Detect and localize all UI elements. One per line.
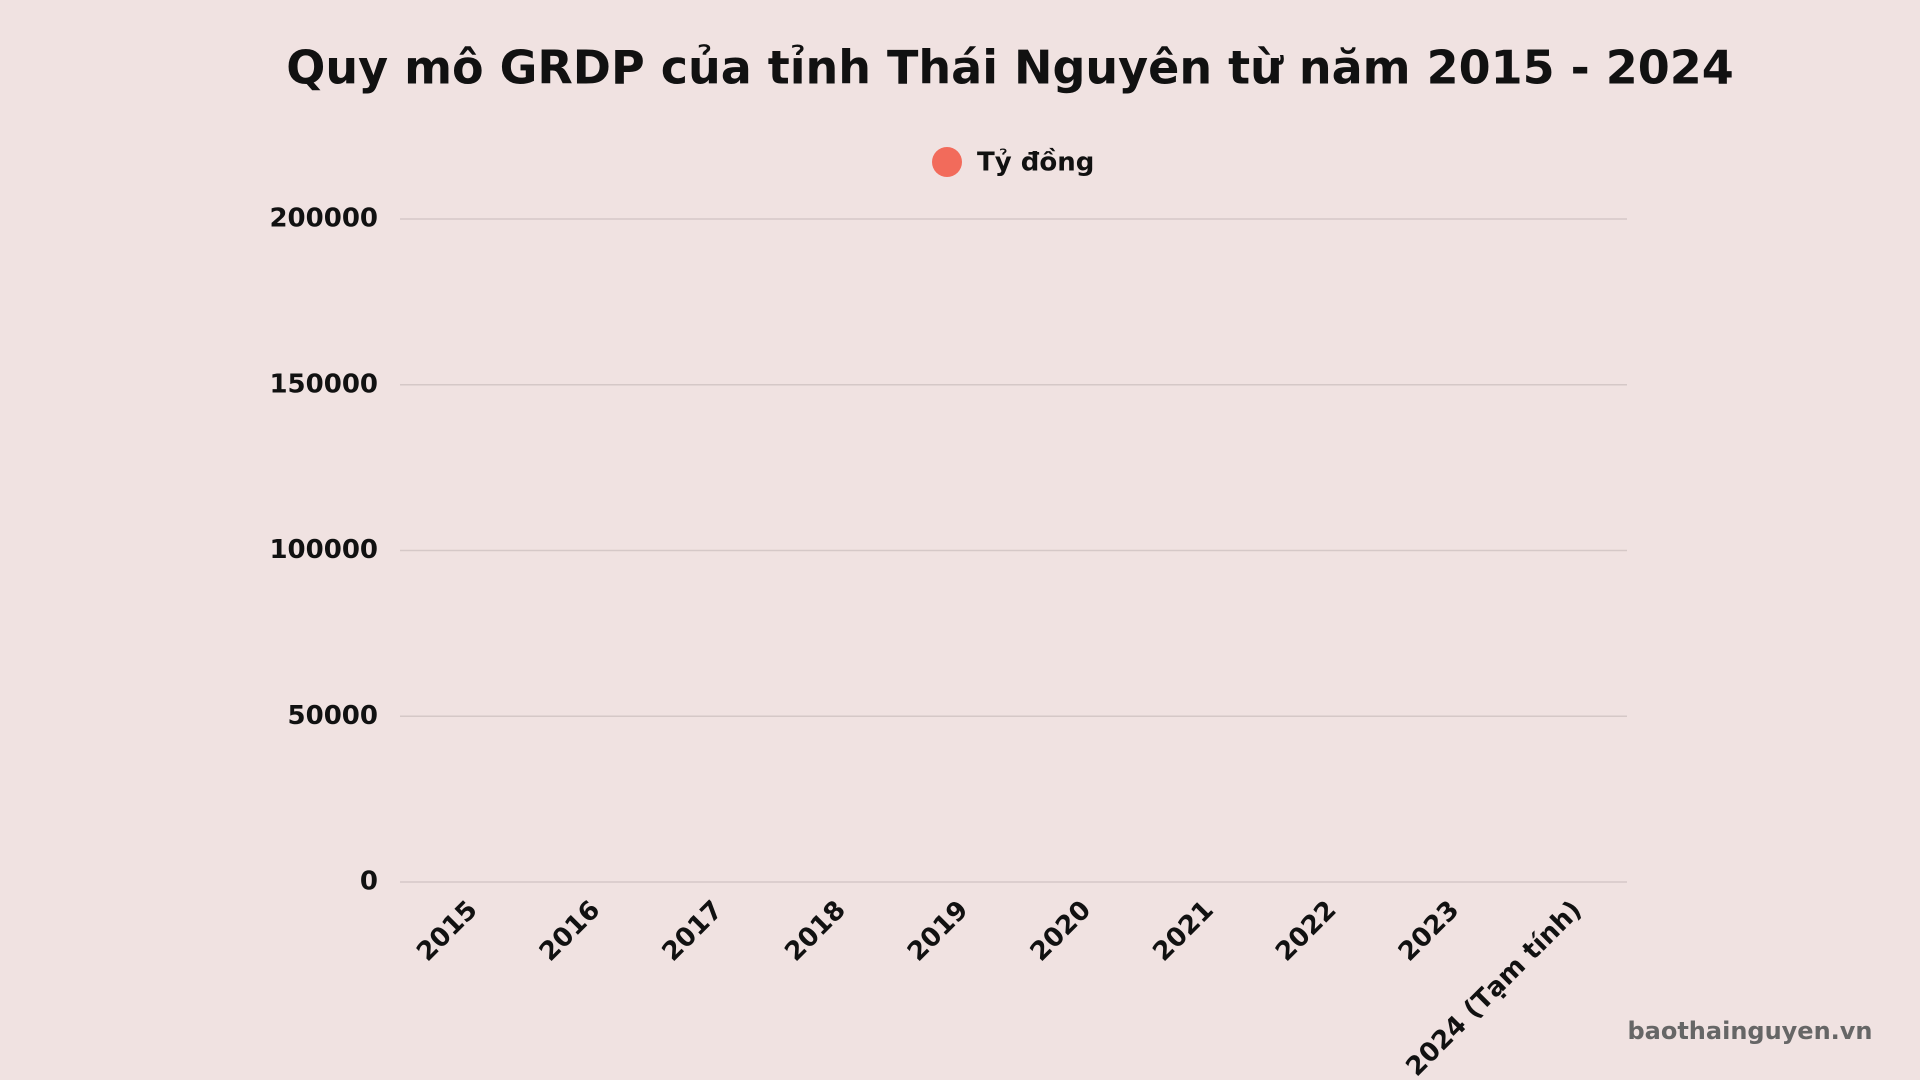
x-tick-label: 2021 — [1147, 895, 1219, 967]
x-tick-label: 2019 — [902, 895, 974, 967]
source: baothainguyen.vn — [1627, 1017, 1872, 1045]
x-tick-label: 2017 — [657, 895, 729, 967]
y-tick-label: 50000 — [288, 701, 378, 731]
y-tick-label: 150000 — [269, 369, 378, 399]
x-tick-label: 2020 — [1025, 895, 1097, 967]
y-tick-label: 200000 — [269, 204, 378, 234]
y-tick-label: 0 — [360, 867, 378, 897]
legend-swatch — [932, 147, 962, 177]
x-tick-label: 2022 — [1270, 895, 1342, 967]
x-tick-label: 2023 — [1393, 895, 1465, 967]
x-tick-label: 2016 — [534, 895, 606, 967]
x-tick-label: 2015 — [411, 895, 483, 967]
legend-label: Tỷ đồng — [977, 147, 1094, 178]
y-tick-label: 100000 — [269, 535, 378, 565]
x-tick-label: 2018 — [779, 895, 851, 967]
chart-title: Quy mô GRDP của tỉnh Thái Nguyên từ năm … — [286, 41, 1734, 95]
